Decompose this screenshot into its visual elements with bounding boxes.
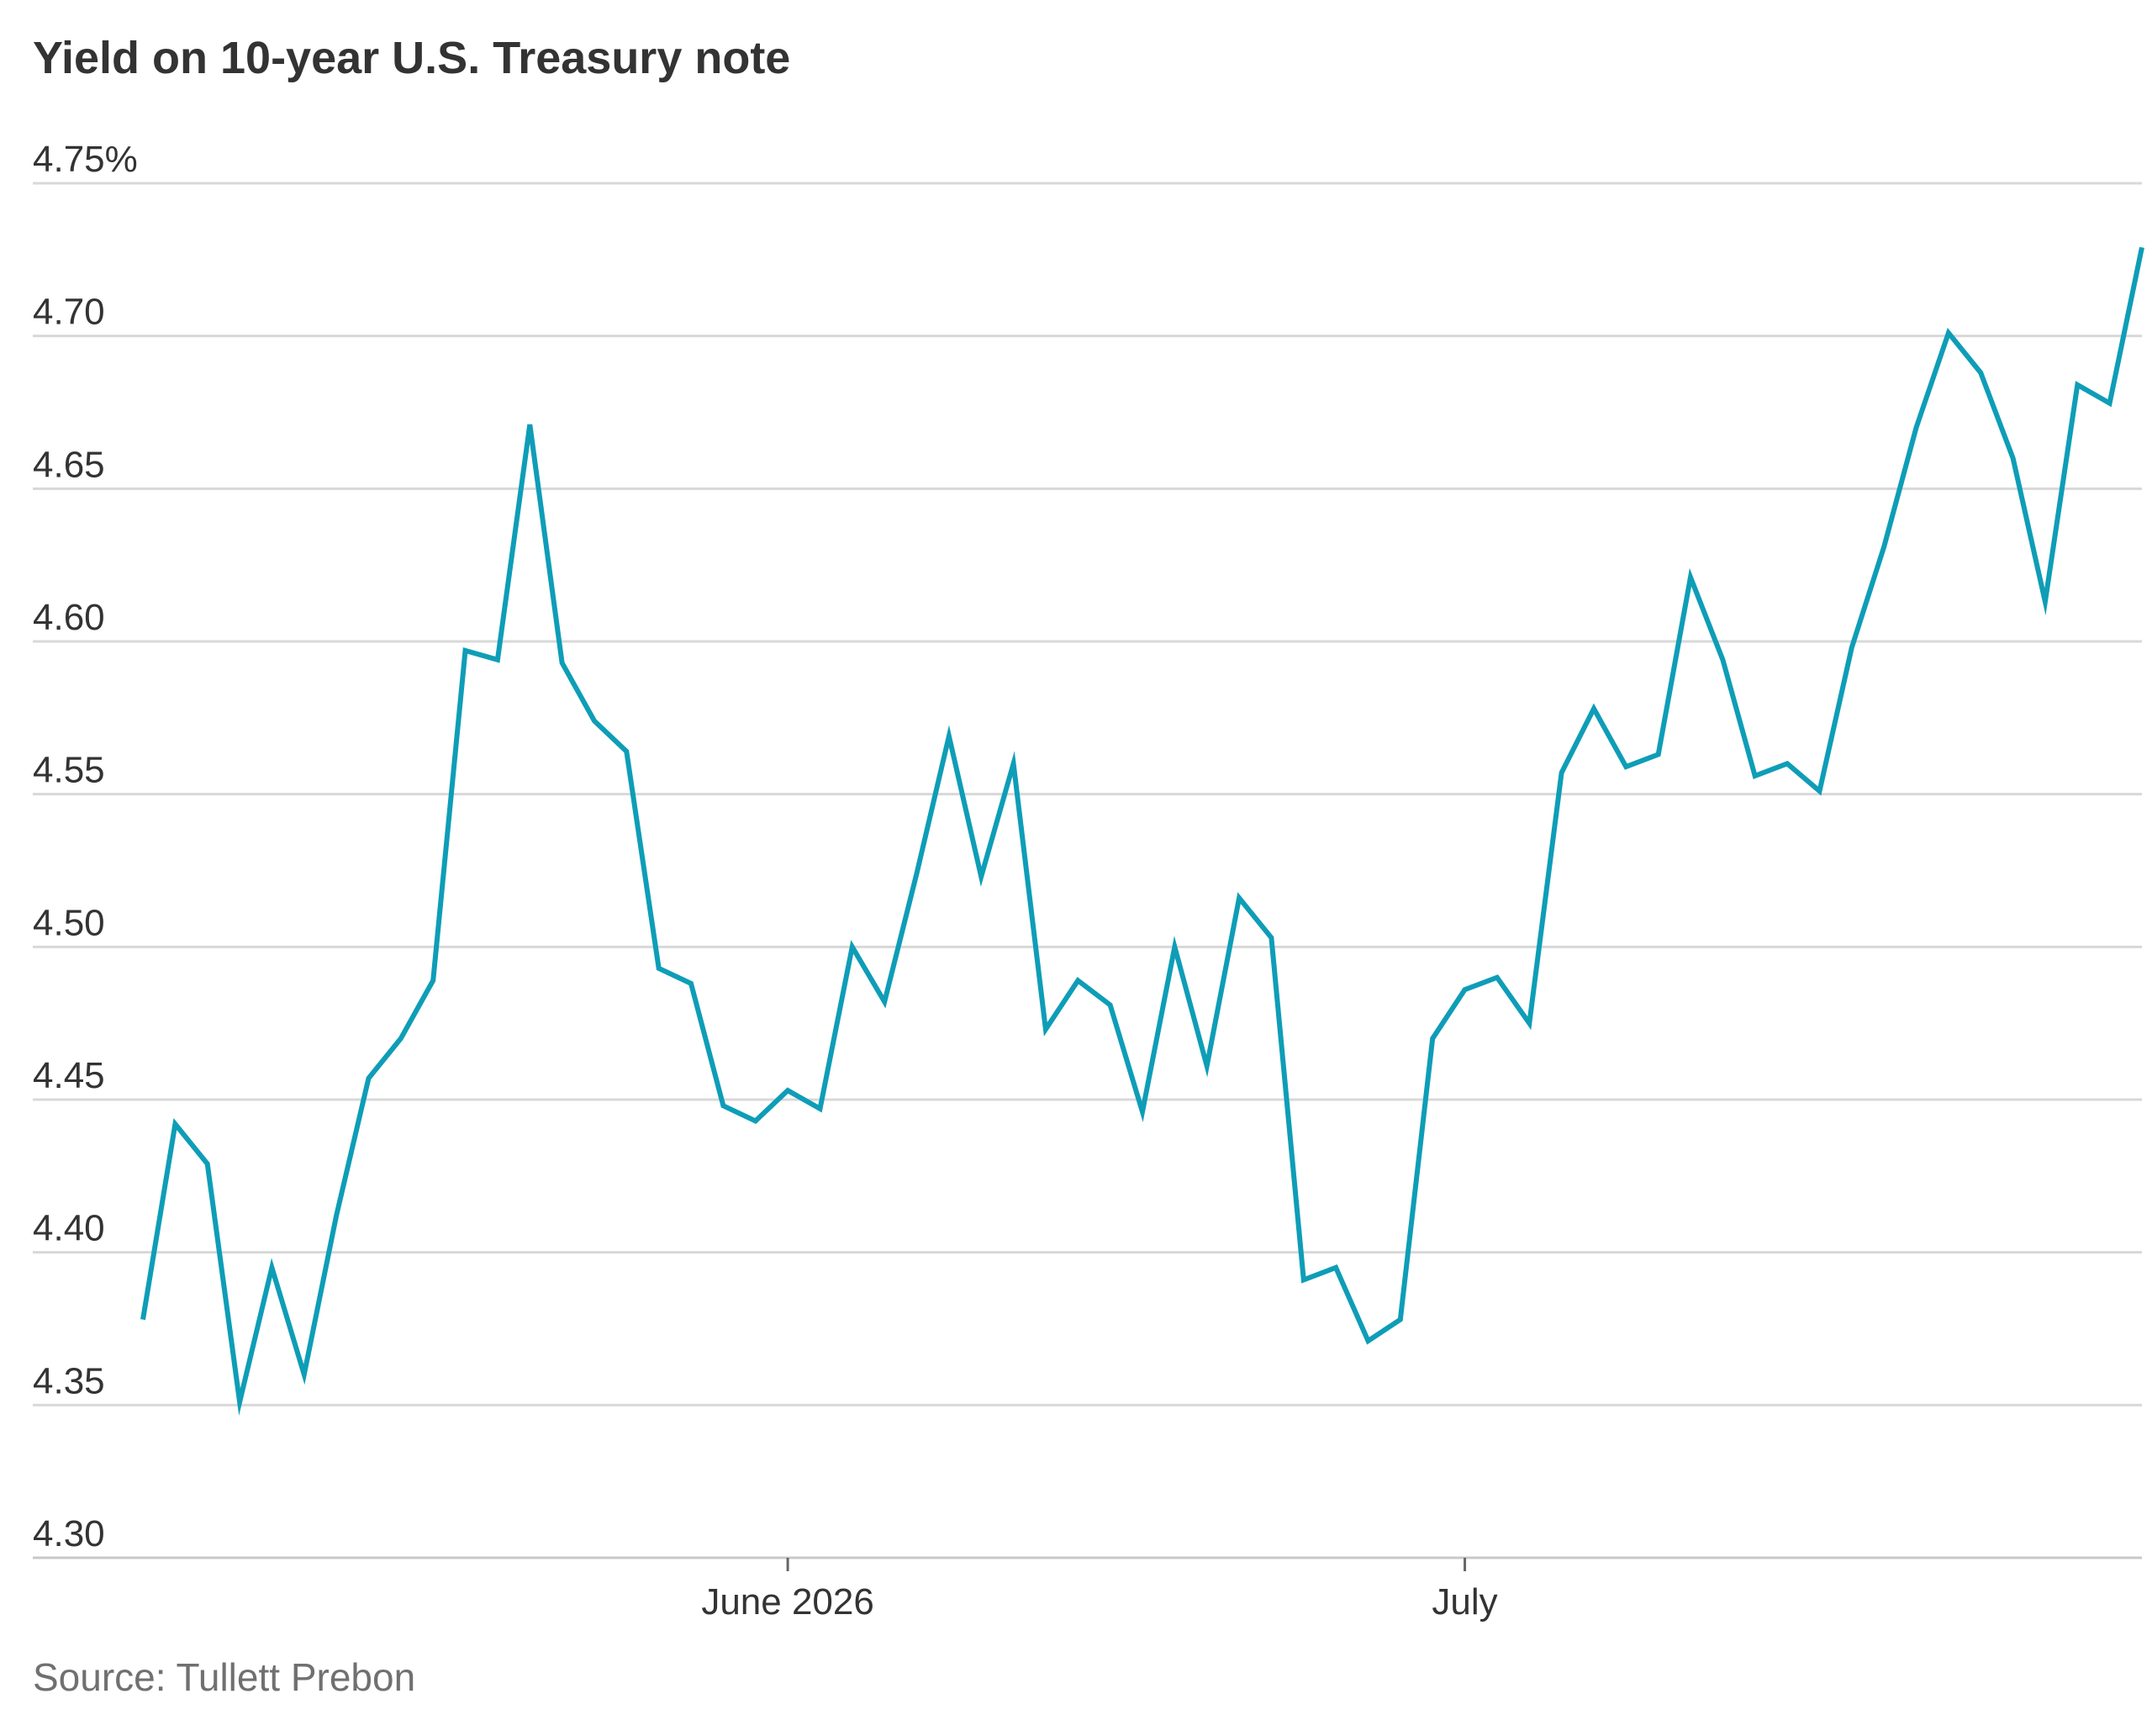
x-tick-label: June 2026 bbox=[701, 1581, 874, 1623]
series-layer bbox=[140, 245, 2144, 1416]
data-point bbox=[1881, 544, 1886, 549]
data-point bbox=[237, 1400, 242, 1405]
data-point bbox=[430, 978, 435, 983]
data-point bbox=[1688, 575, 1693, 580]
y-tick-label: 4.50 bbox=[33, 902, 105, 943]
y-tick-label: 4.70 bbox=[33, 292, 105, 333]
data-point bbox=[978, 874, 984, 879]
data-point bbox=[817, 1106, 822, 1111]
data-point bbox=[785, 1088, 790, 1093]
data-point bbox=[1043, 1026, 1048, 1032]
data-point bbox=[560, 660, 565, 665]
data-point bbox=[398, 1036, 404, 1041]
data-point bbox=[1011, 761, 1016, 766]
data-point bbox=[1398, 1317, 1403, 1322]
y-tick-label: 4.75% bbox=[33, 139, 138, 180]
data-point bbox=[1978, 370, 1983, 375]
data-point bbox=[1623, 764, 1628, 769]
y-tick-label: 4.65 bbox=[33, 444, 105, 485]
x-axis-ticks: June 2026 July bbox=[701, 1558, 1498, 1623]
y-tick-label: 4.45 bbox=[33, 1055, 105, 1096]
series-line bbox=[140, 246, 2144, 1416]
data-point bbox=[1817, 789, 1822, 794]
chart-title: Yield on 10-year U.S. Treasury note bbox=[33, 33, 791, 83]
data-point bbox=[495, 657, 500, 662]
data-point bbox=[1527, 1021, 1532, 1026]
data-point bbox=[1720, 657, 1725, 662]
data-point bbox=[753, 1118, 758, 1123]
data-point bbox=[850, 944, 855, 949]
data-point bbox=[172, 1121, 177, 1127]
data-point bbox=[1785, 761, 1790, 766]
data-point bbox=[205, 1161, 210, 1166]
data-point bbox=[657, 966, 662, 971]
y-tick-label: 4.35 bbox=[33, 1360, 105, 1401]
data-point bbox=[334, 1213, 339, 1218]
data-point bbox=[1559, 770, 1564, 775]
data-point bbox=[1237, 895, 1242, 900]
data-point bbox=[882, 1000, 887, 1005]
data-point bbox=[140, 1317, 145, 1322]
data-point bbox=[720, 1103, 725, 1108]
data-point bbox=[2075, 383, 2080, 388]
data-point bbox=[463, 648, 468, 653]
data-point bbox=[1333, 1265, 1338, 1270]
data-point bbox=[1365, 1338, 1370, 1343]
data-point bbox=[2043, 599, 2048, 604]
data-point bbox=[624, 749, 629, 754]
source-note: Source: Tullett Prebon bbox=[33, 1655, 416, 1699]
data-point bbox=[947, 734, 952, 739]
x-tick-label: July bbox=[1432, 1581, 1497, 1623]
data-point bbox=[1849, 645, 1854, 650]
data-point bbox=[1108, 1002, 1113, 1007]
data-point bbox=[1301, 1277, 1306, 1282]
data-point bbox=[1914, 425, 1919, 430]
data-point bbox=[2011, 456, 2016, 461]
data-point bbox=[592, 718, 597, 723]
data-point bbox=[302, 1372, 307, 1377]
data-point bbox=[1463, 987, 1468, 992]
data-point bbox=[1946, 330, 1951, 335]
y-tick-label: 4.40 bbox=[33, 1208, 105, 1249]
data-point bbox=[269, 1265, 274, 1270]
data-point bbox=[2107, 401, 2112, 406]
data-point bbox=[1753, 773, 1758, 778]
data-point bbox=[1430, 1036, 1435, 1041]
data-point bbox=[1075, 978, 1080, 983]
data-point bbox=[527, 422, 532, 427]
data-point bbox=[366, 1076, 371, 1081]
data-point bbox=[1591, 706, 1596, 711]
data-point bbox=[1140, 1110, 1145, 1115]
data-point bbox=[1656, 752, 1661, 757]
data-point bbox=[1205, 1063, 1210, 1069]
y-tick-label: 4.60 bbox=[33, 597, 105, 638]
data-point bbox=[688, 981, 694, 986]
gridlines bbox=[33, 182, 2142, 1559]
data-point bbox=[1269, 935, 1274, 940]
y-tick-label: 4.30 bbox=[33, 1513, 105, 1554]
data-point bbox=[915, 871, 920, 876]
data-point bbox=[2139, 245, 2144, 250]
y-tick-label: 4.55 bbox=[33, 750, 105, 791]
y-axis-tick-labels: 4.75% 4.70 4.65 4.60 4.55 4.50 4.45 4.40 4.35 4.3… bbox=[33, 139, 138, 1554]
data-point bbox=[1172, 944, 1177, 949]
data-point bbox=[1495, 975, 1500, 980]
